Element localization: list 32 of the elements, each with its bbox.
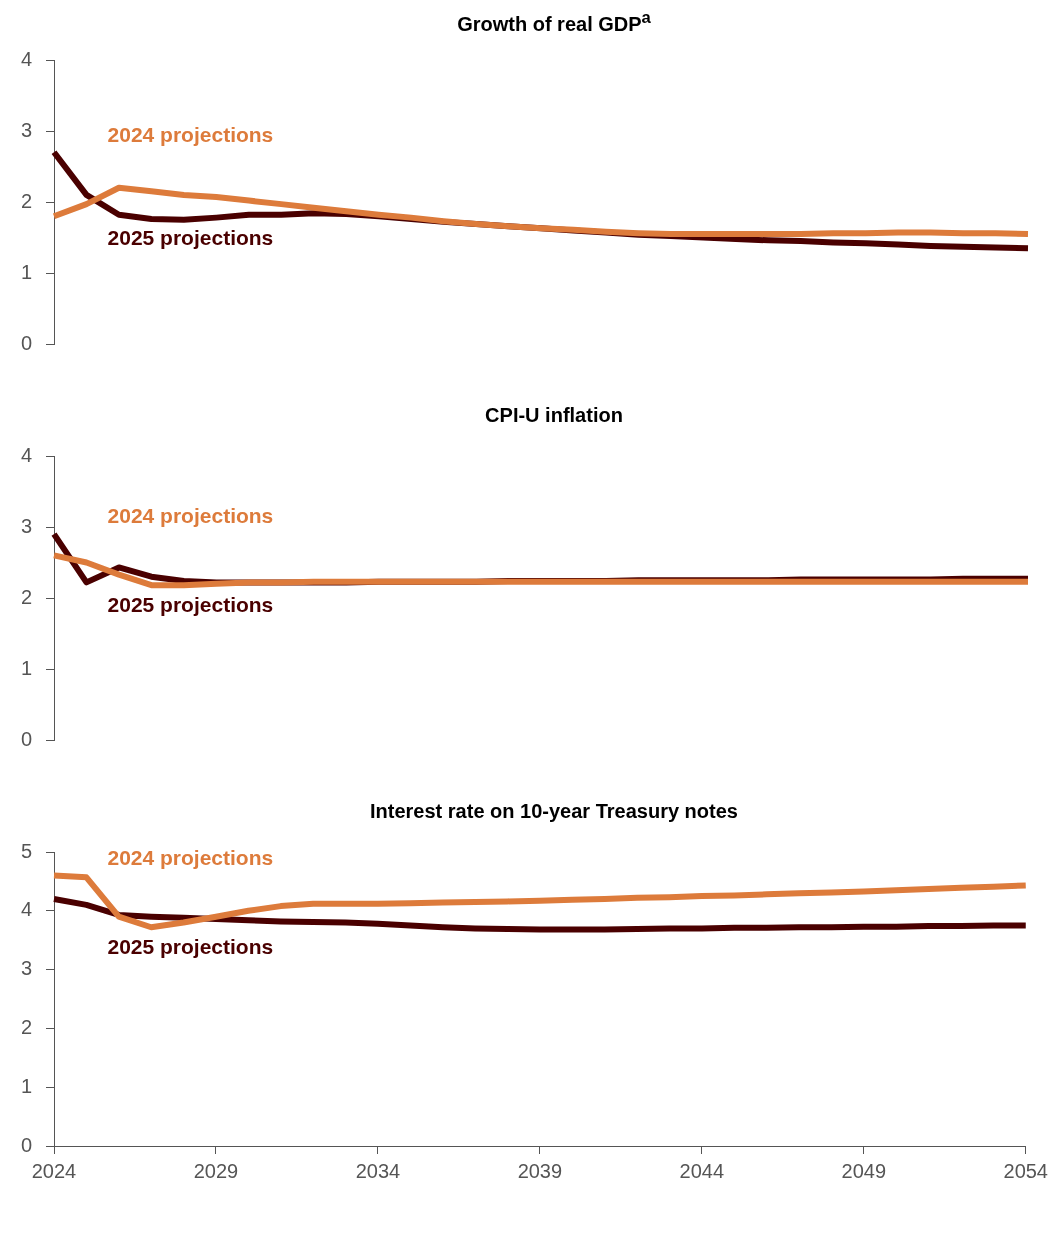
y-tick-label: 3 (20, 514, 32, 537)
chart-title: Growth of real GDP$^{a}$ (456, 8, 652, 35)
y-tick-label: 0 (20, 1133, 32, 1156)
x-tick-label: 2024 (31, 1159, 77, 1182)
y-tick-label: 1 (20, 260, 32, 283)
y-tick-label: 4 (20, 443, 32, 466)
series-label: 2024 projections (107, 504, 274, 528)
y-tick-label: 3 (20, 118, 32, 141)
y-tick-label: 2 (20, 585, 32, 608)
y-tick-label: 5 (20, 839, 32, 862)
series-label: 2025 projections (107, 226, 274, 250)
series-label: 2025 projections (107, 934, 274, 958)
y-tick-label: 4 (20, 898, 32, 921)
x-tick-label: 2034 (355, 1159, 401, 1182)
y-tick-label: 3 (20, 957, 32, 980)
chart-title: Interest rate on 10-year Treasury notes (369, 800, 739, 824)
y-tick-label: 1 (20, 656, 32, 679)
y-tick-label: 1 (20, 1074, 32, 1097)
x-tick-label: 2054 (1003, 1159, 1048, 1182)
x-tick-label: 2044 (679, 1159, 725, 1182)
series-label: 2025 projections (107, 592, 274, 616)
text: 2024 projections (107, 122, 274, 146)
x-tick-label: 2039 (517, 1159, 563, 1182)
y-tick-label: 2 (20, 189, 32, 212)
series-label: 2024 projections (107, 845, 274, 869)
x-tick-label: 2049 (841, 1159, 887, 1182)
y-tick-label: 2 (20, 1015, 32, 1038)
y-tick-label: 0 (20, 727, 32, 750)
y-tick-label: 0 (20, 331, 32, 354)
y-tick-label: 4 (20, 47, 32, 70)
chart-title: CPI-U inflation (484, 404, 624, 428)
x-tick-label: 2029 (193, 1159, 239, 1182)
